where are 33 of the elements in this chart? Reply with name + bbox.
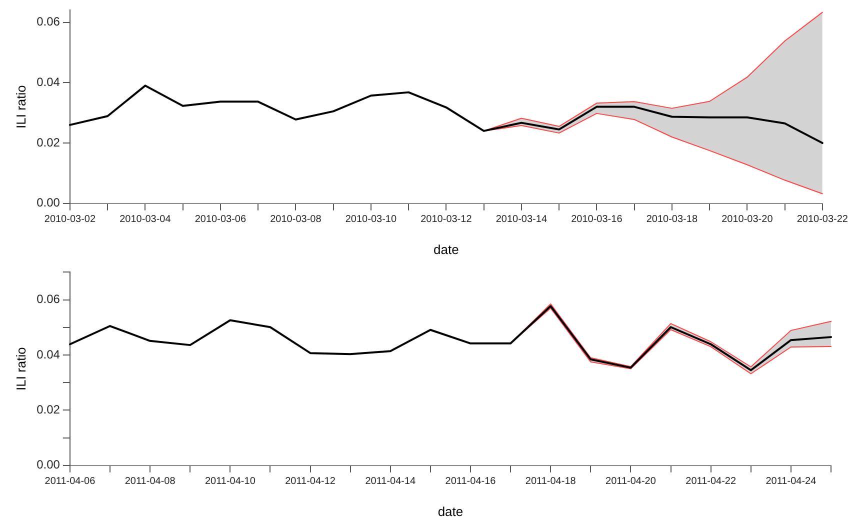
x-tick-label: 2010-03-02: [44, 214, 96, 226]
x-tick-label: 2010-03-12: [420, 214, 472, 226]
x-tick-label: 2011-04-06: [44, 476, 96, 488]
x-tick-label: 2010-03-06: [194, 214, 246, 226]
x-tick-label: 2011-04-12: [285, 476, 336, 488]
y-tick-label: 0.06: [36, 292, 60, 306]
x-axis-title: date: [434, 242, 459, 257]
x-tick-label: 2010-03-10: [345, 214, 397, 226]
y-tick-label: 0.04: [36, 74, 60, 89]
y-tick-label: 0.00: [36, 196, 60, 210]
y-tick-label: 0.04: [36, 347, 60, 362]
x-tick-label: 2010-03-18: [646, 214, 698, 226]
x-tick-label: 2010-03-16: [571, 214, 623, 226]
x-tick-label: 2010-03-04: [120, 214, 172, 226]
x-tick-label: 2010-03-22: [796, 214, 848, 226]
x-tick-label: 2011-04-22: [686, 476, 736, 488]
x-axis-title: date: [438, 504, 464, 519]
y-axis-title: ILI ratio: [13, 347, 28, 390]
x-tick-label: 2011-04-14: [365, 476, 416, 488]
x-tick-label: 2011-04-18: [525, 476, 576, 488]
x-tick-label: 2011-04-08: [124, 476, 176, 488]
y-axis-title: ILI ratio: [13, 85, 28, 128]
y-tick-label: 0.02: [36, 402, 60, 417]
x-tick-label: 2011-04-10: [204, 476, 256, 488]
x-tick-label: 2010-03-14: [496, 214, 548, 226]
x-tick-label: 2010-03-20: [722, 214, 774, 226]
y-tick-label: 0.02: [36, 135, 60, 150]
y-tick-label: 0.06: [36, 14, 60, 29]
x-tick-label: 2011-04-20: [606, 476, 656, 488]
y-tick-label: 0.00: [36, 458, 60, 472]
x-tick-label: 2011-04-16: [445, 476, 496, 488]
x-tick-label: 2011-04-24: [766, 476, 817, 488]
x-tick-label: 2010-03-08: [270, 214, 322, 226]
